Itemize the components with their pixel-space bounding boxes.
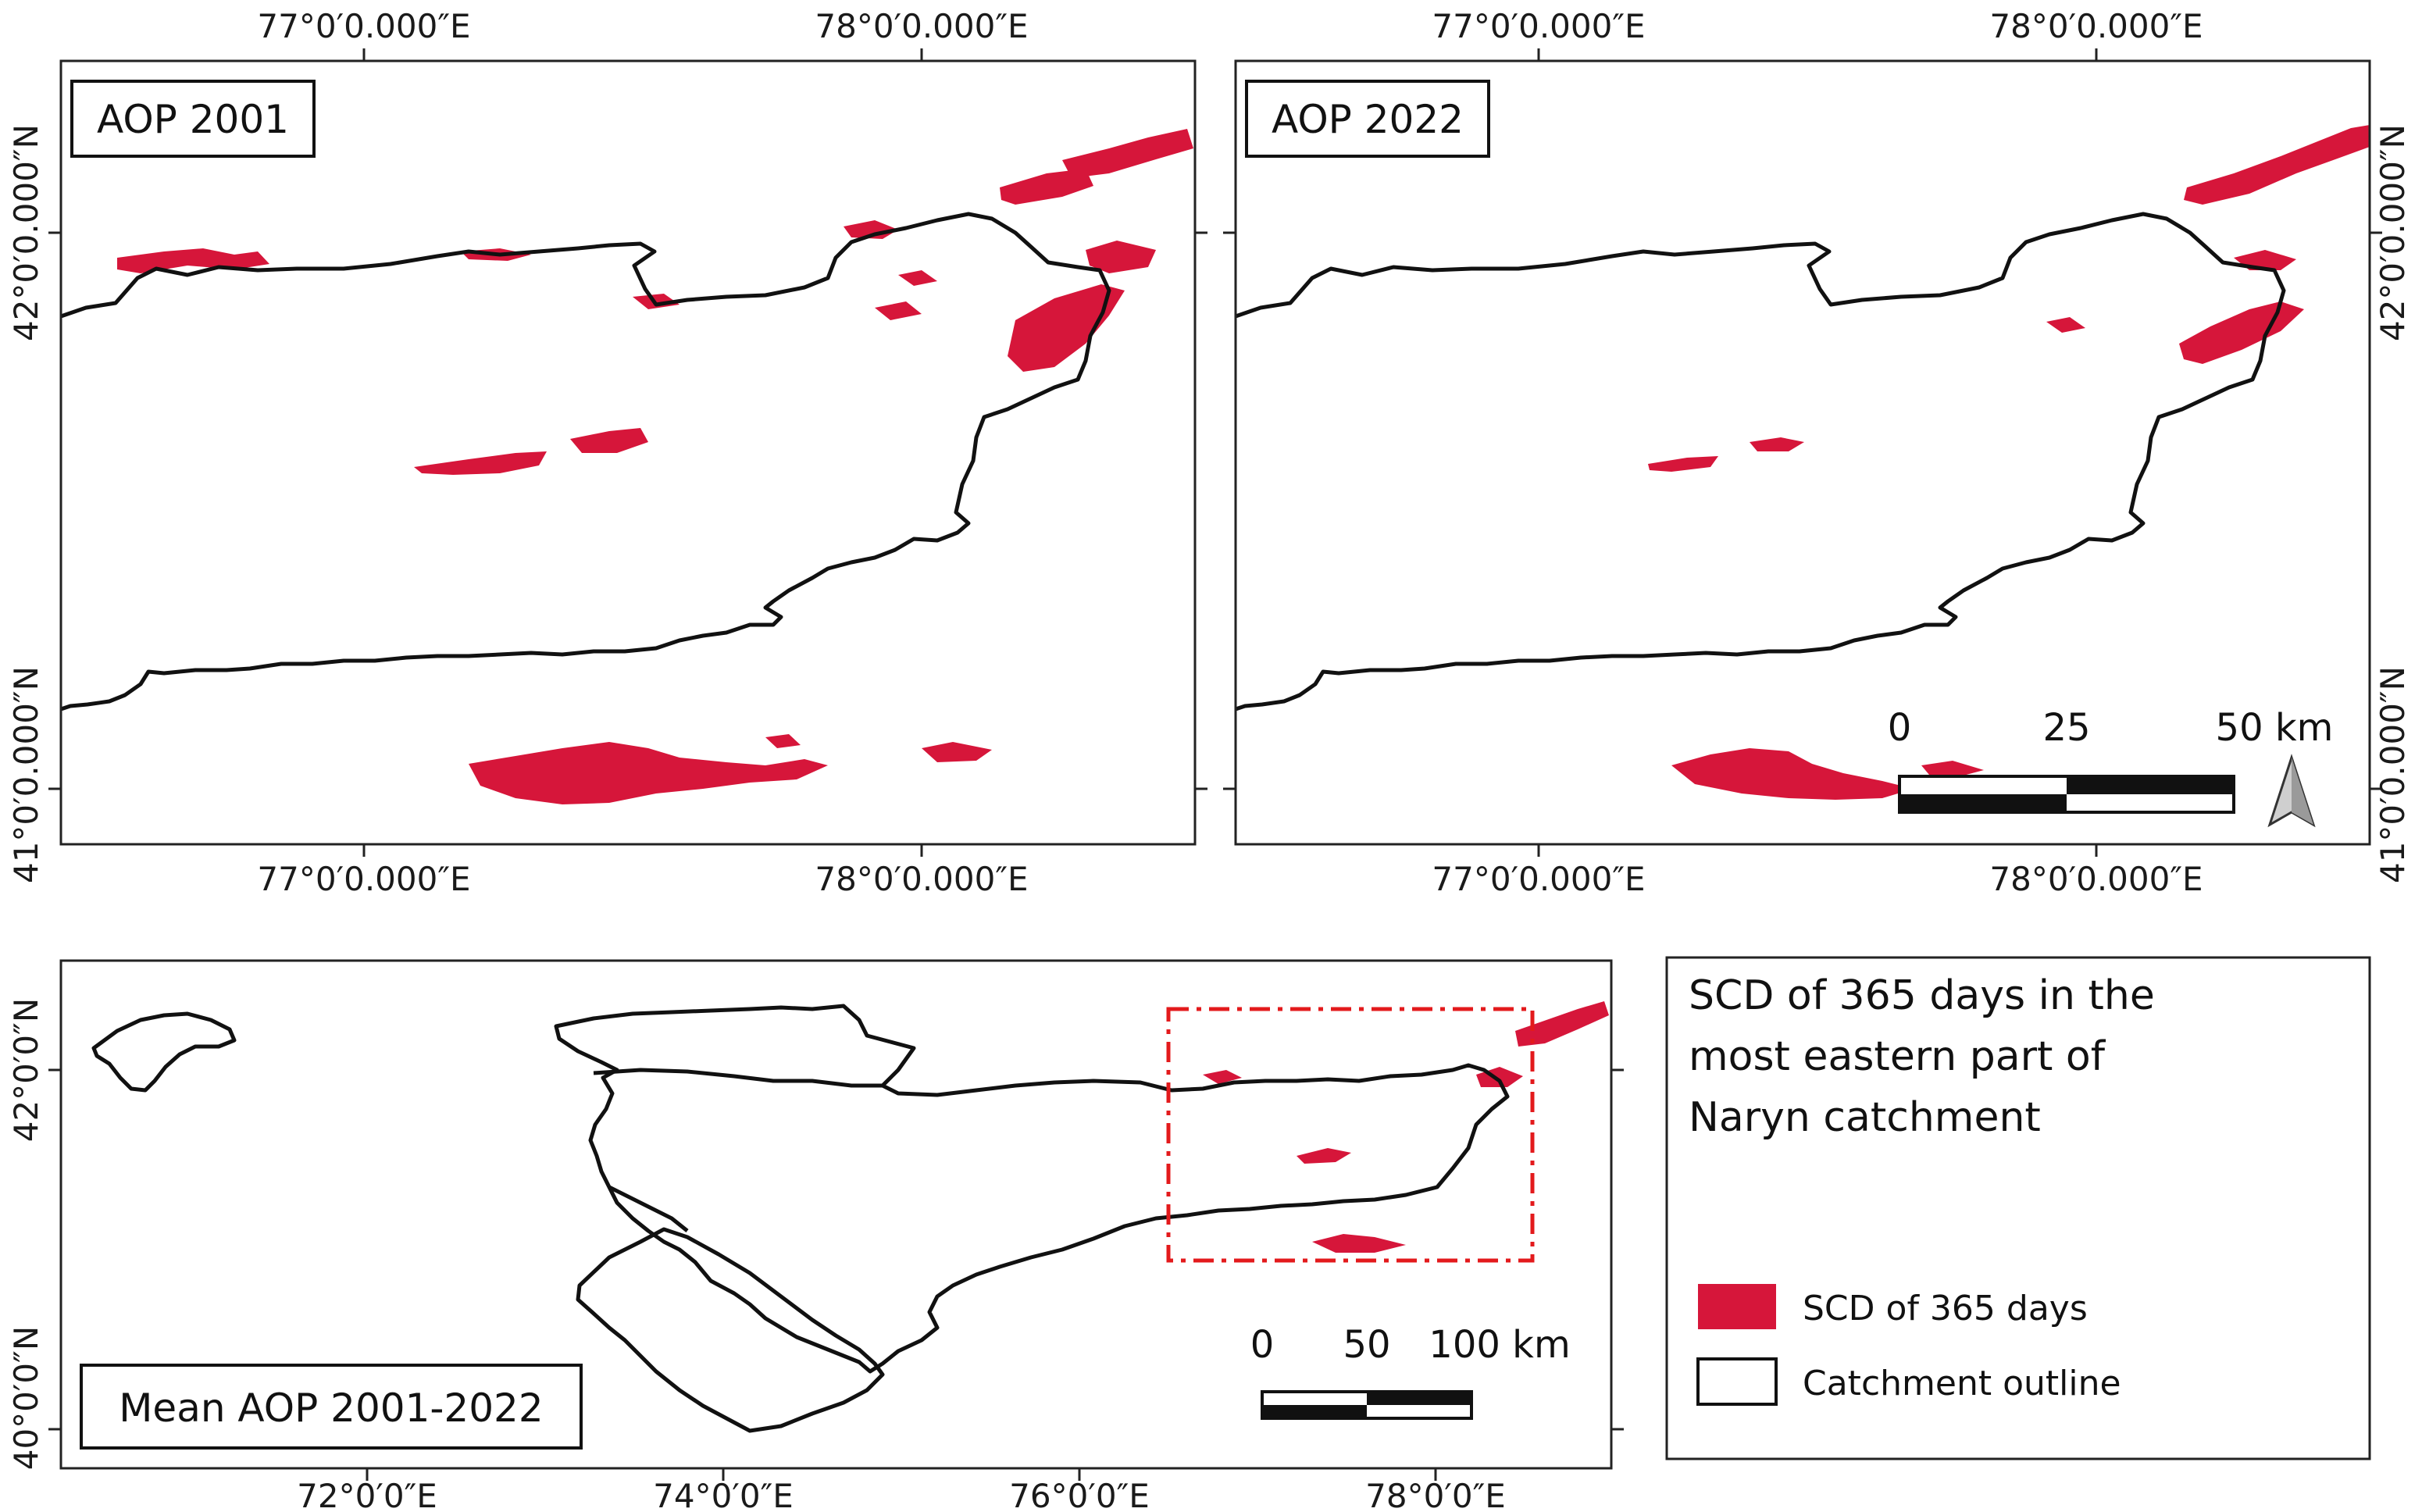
panel-frame	[59, 959, 1613, 1470]
lat-label-left-1: 42°0′0.000″N	[7, 124, 45, 341]
legend-swatch-outline	[1696, 1357, 1778, 1406]
scale-label-50: 50	[1343, 1323, 1390, 1367]
lon-label-bottom-2: 78°0′0.000″E	[815, 860, 1028, 898]
panel-frame	[1234, 59, 2371, 846]
snow-cover-patches	[1203, 1001, 1609, 1253]
lon-label-bottom-3: 76°0′0″E	[1009, 1477, 1150, 1512]
snow-cover-patches	[117, 129, 1193, 804]
lat-label-right-2: 41°0′0.000″N	[2374, 666, 2412, 883]
panel-title-box: AOP 2022	[1245, 80, 1490, 158]
legend-title-line-3: Naryn catchment	[1689, 1094, 2041, 1141]
legend-swatch-snow	[1698, 1284, 1776, 1329]
scale-label-0: 0	[1250, 1323, 1275, 1367]
panel-mean-aop: 72°0′0″E 74°0′0″E 76°0′0″E 78°0′0″E 42°0…	[7, 959, 1624, 1512]
lon-label-bottom-1: 77°0′0.000″E	[1432, 860, 1645, 898]
legend-label-outline: Catchment outline	[1803, 1364, 2121, 1403]
scale-label-25: 25	[2042, 706, 2090, 750]
legend-item-snow: SCD of 365 days	[1698, 1284, 2088, 1329]
lon-label-bottom-2: 74°0′0″E	[653, 1477, 794, 1512]
lon-label-top-1: 77°0′0.000″E	[1432, 7, 1645, 45]
panel-frame	[59, 59, 1197, 846]
panel-title: AOP 2001	[97, 97, 289, 142]
scale-label-50: 50 km	[2216, 706, 2334, 750]
lon-label-bottom-2: 78°0′0.000″E	[1989, 860, 2203, 898]
legend-title-line-2: most eastern part of	[1689, 1033, 2106, 1080]
lat-label-left-1: 42°0′0″N	[7, 998, 45, 1143]
lon-label-top-1: 77°0′0.000″E	[257, 7, 470, 45]
catchment-outline	[61, 212, 1111, 711]
panel-title-box: AOP 2001	[70, 80, 316, 158]
scale-label-100: 100 km	[1429, 1323, 1570, 1367]
lat-label-left-2: 40°0′0″N	[7, 1326, 45, 1471]
catchment-outline	[91, 1004, 1510, 1433]
lon-label-bottom-1: 72°0′0″E	[297, 1477, 437, 1512]
scale-label-0: 0	[1888, 706, 1912, 750]
lon-label-bottom-1: 77°0′0.000″E	[257, 860, 470, 898]
scale-bar: 0 25 50 km	[1888, 706, 2334, 814]
panel-title-box: Mean AOP 2001-2022	[80, 1364, 583, 1450]
lon-label-bottom-4: 78°0′0″E	[1365, 1477, 1506, 1512]
catchment-outline	[1236, 212, 2286, 711]
lat-label-right-1: 42°0′0.000″N	[2374, 124, 2412, 341]
lon-label-top-2: 78°0′0.000″E	[815, 7, 1028, 45]
snow-cover-patches	[1648, 125, 2370, 800]
graticule-ticks	[48, 1068, 1624, 1481]
lat-label-left-2: 41°0′0.000″N	[7, 666, 45, 883]
north-arrow-icon	[2267, 754, 2316, 828]
panel-title: AOP 2022	[1272, 97, 1464, 142]
panel-aop-2001: 77°0′0.000″E 78°0′0.000″E 77°0′0.000″E 7…	[7, 7, 1207, 898]
panel-aop-2022: 77°0′0.000″E 78°0′0.000″E 77°0′0.000″E 7…	[1223, 7, 2412, 898]
legend: SCD of 365 days in the most eastern part…	[1665, 956, 2371, 1460]
legend-title-line-1: SCD of 365 days in the	[1689, 972, 2155, 1019]
lon-label-top-2: 78°0′0.000″E	[1989, 7, 2203, 45]
graticule-ticks	[1223, 48, 2382, 857]
legend-item-outline: Catchment outline	[1696, 1357, 2121, 1406]
legend-frame	[1665, 956, 2371, 1460]
graticule-ticks	[48, 48, 1207, 857]
legend-label-snow: SCD of 365 days	[1803, 1289, 2088, 1328]
extent-indicator-box	[1166, 1007, 1535, 1263]
scale-bar: 0 50 100 km	[1250, 1323, 1571, 1420]
panel-title: Mean AOP 2001-2022	[119, 1385, 543, 1431]
